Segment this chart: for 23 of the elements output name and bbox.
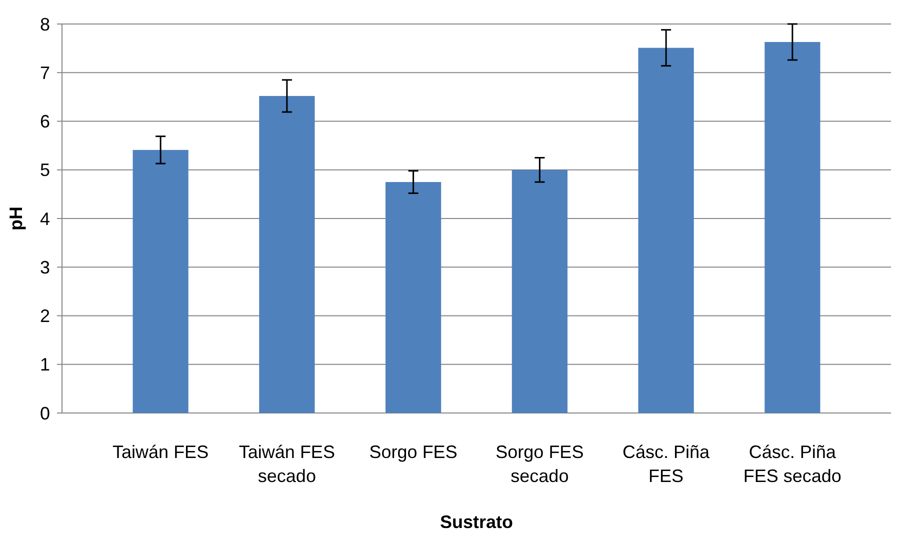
bar — [386, 182, 442, 413]
bar — [259, 96, 315, 413]
x-tick-label: Taiwán FES secado — [238, 442, 335, 486]
x-tick-label: Taiwán FES — [112, 442, 209, 462]
y-tick-label: 0 — [40, 403, 50, 424]
x-tick-label: Sorgo FES — [369, 442, 458, 462]
y-tick-label: 3 — [40, 257, 50, 278]
y-tick-label: 2 — [40, 306, 50, 326]
y-axis-title: pH — [6, 206, 26, 230]
x-tick-label: Sorgo FES secado — [496, 442, 584, 486]
y-tick-label: 7 — [40, 62, 50, 83]
y-tick-label: 6 — [40, 112, 50, 132]
bar — [132, 150, 188, 413]
y-tick-label: 5 — [40, 160, 50, 180]
bar — [638, 48, 694, 413]
x-axis-title: Sustrato — [440, 512, 514, 532]
y-tick-label: 8 — [40, 14, 50, 34]
bar — [512, 170, 568, 413]
bar — [764, 42, 820, 413]
x-tick-label: Cásc. Piña FES — [622, 442, 711, 486]
y-tick-label: 1 — [40, 354, 50, 375]
x-tick-label: Cásc. Piña FES secado — [743, 442, 842, 486]
y-tick-label: 4 — [40, 208, 50, 229]
